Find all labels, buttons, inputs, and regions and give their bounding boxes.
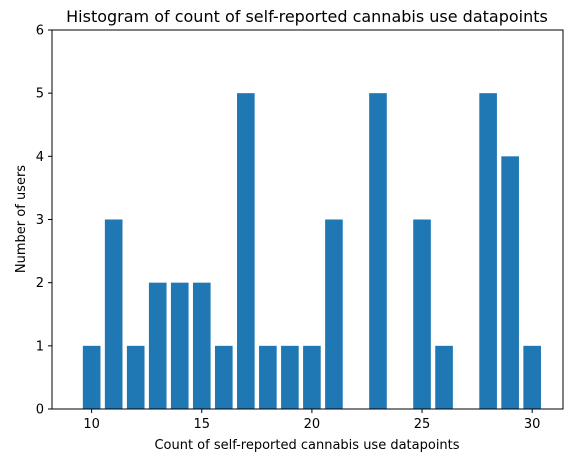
x-axis-ticks: 10 15 20 25 30 [83, 409, 540, 432]
bar-x20 [303, 345, 321, 409]
x-tick-label: 15 [194, 417, 211, 432]
bar-x21 [325, 219, 343, 409]
y-tick-label: 5 [36, 87, 44, 102]
x-tick-label: 10 [83, 417, 100, 432]
bar-x28 [479, 93, 497, 410]
bar-x23 [369, 93, 387, 410]
chart-title: Histogram of count of self-reported cann… [66, 7, 548, 26]
bar-x12 [126, 345, 145, 409]
y-tick-label: 0 [36, 403, 44, 418]
y-axis-ticks: 0 1 2 3 4 5 6 [36, 24, 52, 418]
y-tick-label: 1 [36, 339, 44, 354]
bar-x16 [214, 345, 233, 409]
bar-x13 [148, 282, 167, 409]
bar-x15 [192, 282, 211, 409]
bars-group [82, 93, 541, 410]
x-tick-label: 20 [304, 417, 321, 432]
x-tick-label: 25 [414, 417, 431, 432]
x-axis-label: Count of self-reported cannabis use data… [154, 438, 459, 453]
y-axis-label: Number of users [14, 165, 29, 273]
bar-x18 [259, 345, 277, 409]
bar-x14 [170, 282, 189, 409]
y-tick-label: 6 [36, 24, 44, 39]
plot-frame [51, 29, 564, 410]
bar-x10 [82, 345, 101, 409]
x-tick-label: 30 [524, 417, 541, 432]
bar-x19 [281, 345, 299, 409]
bar-x25 [413, 219, 431, 409]
y-tick-label: 4 [36, 150, 44, 165]
bar-x29 [501, 156, 519, 409]
bar-x11 [104, 219, 123, 409]
y-tick-label: 3 [36, 213, 44, 228]
bar-x30 [523, 345, 541, 409]
bar-x26 [435, 345, 453, 409]
y-tick-label: 2 [36, 276, 44, 291]
bar-x17 [237, 93, 255, 410]
